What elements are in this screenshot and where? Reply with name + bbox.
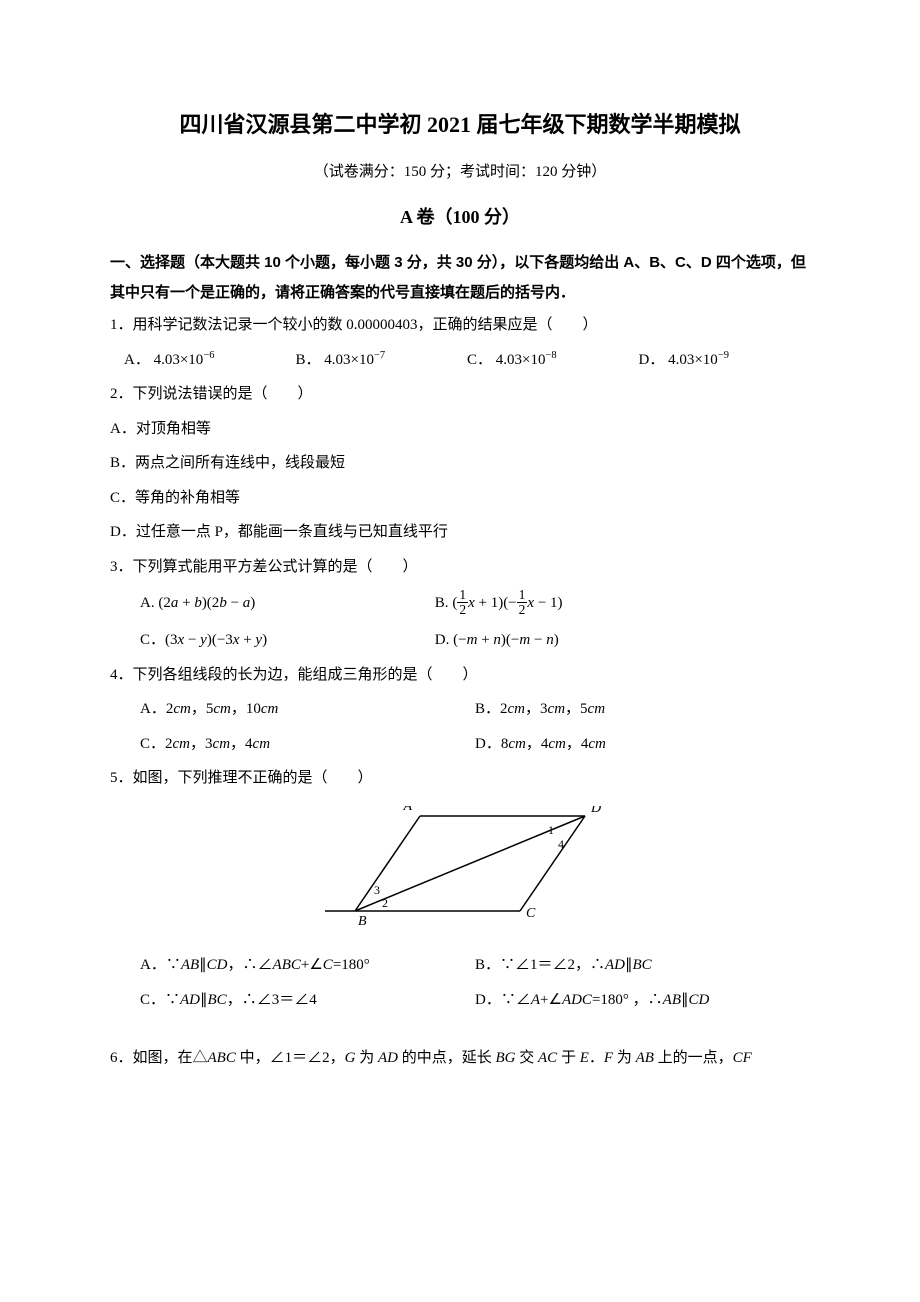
q3-opt-c: C．(3x − y)(−3x + y) [140,623,435,658]
q1-options: A． 4.03×10−6 B． 4.03×10−7 C． 4.03×10−8 D… [110,343,810,378]
q4-opt-b: B．2cm，3cm，5cm [475,692,810,727]
q3-options-row1: A. (2a + b)(2b − a) B. (12x + 1)(−12x − … [110,584,810,623]
q5-opt-d: D．∵∠A+∠ADC=180° ，∴AB∥CD [475,983,810,1018]
page-title: 四川省汉源县第二中学初 2021 届七年级下期数学半期模拟 [110,100,810,151]
svg-text:B: B [358,914,367,929]
q5-figure: A B C D 14 32 [110,806,810,945]
q1-opt-c: C． 4.03×10−8 [467,343,639,378]
q5-opt-b: B．∵∠1＝∠2，∴AD∥BC [475,948,810,983]
q1-opt-b: B． 4.03×10−7 [296,343,468,378]
svg-text:3: 3 [374,883,380,897]
q1-b-base: 4.03×10 [324,352,374,368]
q1-a-base: 4.03×10 [154,352,204,368]
q4-opt-d: D．8cm，4cm，4cm [475,727,810,762]
q3-d-expr: (−m + n)(−m − n) [453,632,559,648]
svg-text:D: D [590,806,601,816]
q3-d-label: D. [435,632,453,648]
q5-options: A．∵AB∥CD，∴∠ABC+∠C=180° B．∵∠1＝∠2，∴AD∥BC C… [110,948,810,1017]
svg-text:2: 2 [382,896,388,910]
page-subtitle: （试卷满分：150 分；考试时间：120 分钟） [110,155,810,190]
q1-d-label: D． [639,352,665,368]
svg-text:4: 4 [558,837,564,851]
q3-a-expr: (2a + b)(2b − a) [158,595,255,611]
q5-opt-a: A．∵AB∥CD，∴∠ABC+∠C=180° [140,948,475,983]
svg-text:C: C [526,906,536,921]
q1-stem: 1．用科学记数法记录一个较小的数 0.00000403，正确的结果应是（ ） [110,308,810,343]
q3-stem: 3．下列算式能用平方差公式计算的是（ ） [110,550,810,585]
q3-c-label: C． [140,632,165,648]
q1-d-base: 4.03×10 [668,352,718,368]
svg-text:1: 1 [548,823,554,837]
q2-opt-b: B．两点之间所有连线中，线段最短 [110,446,810,481]
q2-stem: 2．下列说法错误的是（ ） [110,377,810,412]
q5-diagram-svg: A B C D 14 32 [305,806,615,931]
q3-opt-b: B. (12x + 1)(−12x − 1) [435,584,730,623]
q4-options-row1: A．2cm，5cm，10cm B．2cm，3cm，5cm [110,692,810,727]
q5-opt-c: C．∵AD∥BC，∴∠3＝∠4 [140,983,475,1018]
q4-opt-a: A．2cm，5cm，10cm [140,692,475,727]
q1-a-exp: −6 [203,350,214,361]
q1-b-label: B． [296,352,321,368]
q4-opt-c: C．2cm，3cm，4cm [140,727,475,762]
q1-c-exp: −8 [545,350,556,361]
q1-b-exp: −7 [374,350,385,361]
q3-b-label: B. [435,595,453,611]
q1-c-label: C． [467,352,492,368]
q2-opt-c: C．等角的补角相等 [110,481,810,516]
q3-opt-d: D. (−m + n)(−m − n) [435,623,730,658]
q3-c-expr: (3x − y)(−3x + y) [165,632,267,648]
q1-opt-a: A． 4.03×10−6 [124,343,296,378]
q2-opt-a: A．对顶角相等 [110,412,810,447]
section-a-title: A 卷（100 分） [110,197,810,238]
q4-stem: 4．下列各组线段的长为边，能组成三角形的是（ ） [110,658,810,693]
q3-opt-a: A. (2a + b)(2b − a) [140,584,435,623]
svg-text:A: A [402,806,412,814]
q4-options-row2: C．2cm，3cm，4cm D．8cm，4cm，4cm [110,727,810,762]
q1-a-label: A． [124,352,150,368]
q5-stem: 5．如图，下列推理不正确的是（ ） [110,761,810,796]
q2-opt-d: D．过任意一点 P，都能画一条直线与已知直线平行 [110,515,810,550]
q1-d-exp: −9 [718,350,729,361]
q3-a-label: A. [140,595,158,611]
q3-b-expr: (12x + 1)(−12x − 1) [452,595,562,611]
q6-stem: 6．如图，在△ABC 中，∠1＝∠2，G 为 AD 的中点，延长 BG 交 AC… [110,1041,810,1076]
q3-options-row2: C．(3x − y)(−3x + y) D. (−m + n)(−m − n) [110,623,810,658]
section1-instructions: 一、选择题（本大题共 10 个小题，每小题 3 分，共 30 分），以下各题均给… [110,248,810,308]
q1-opt-d: D． 4.03×10−9 [639,343,811,378]
q1-c-base: 4.03×10 [496,352,546,368]
